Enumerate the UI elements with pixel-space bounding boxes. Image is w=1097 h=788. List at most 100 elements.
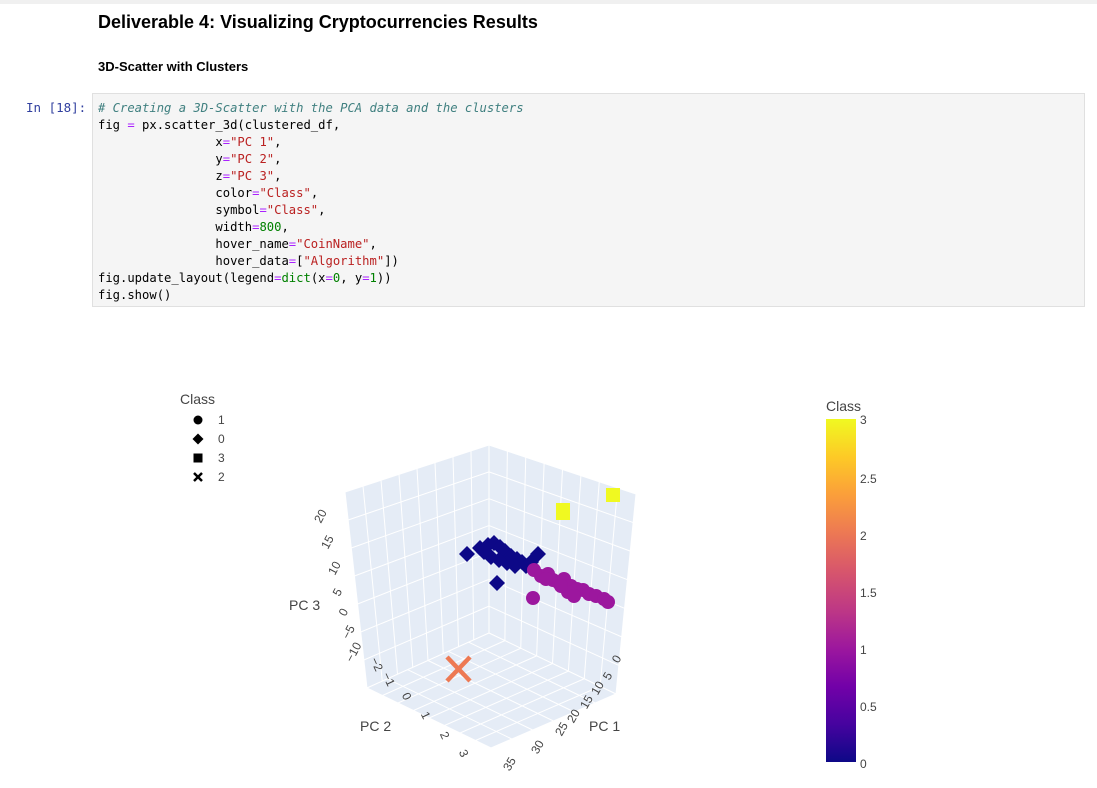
gridline <box>488 471 634 524</box>
code-token: 0 <box>332 271 341 285</box>
code-token: hover_name <box>215 237 289 251</box>
code-comment: # Creating a 3D-Scatter with the PCA dat… <box>98 101 524 115</box>
gridline <box>459 678 585 734</box>
gridline <box>398 474 414 668</box>
axis-tick-label: −5 <box>339 623 358 642</box>
x-icon <box>193 472 203 482</box>
code-cell[interactable]: # Creating a 3D-Scatter with the PCA dat… <box>92 93 1085 307</box>
gridline <box>583 481 600 679</box>
colorbar-tick-label: 0 <box>860 757 867 771</box>
legend-label: 0 <box>218 432 225 446</box>
gridline <box>428 663 553 719</box>
cell-prompt: In [18]: <box>26 100 87 115</box>
legend-item-1[interactable]: 1 <box>193 413 226 427</box>
scene-gridlines <box>347 450 634 741</box>
code-token: = <box>127 118 135 132</box>
legend-item-0[interactable]: 0 <box>192 432 226 446</box>
gridline <box>354 525 490 577</box>
class-3-marker[interactable] <box>606 488 620 502</box>
page-title: Deliverable 4: Visualizing Cryptocurrenc… <box>98 12 538 32</box>
gridline <box>362 486 383 682</box>
legend[interactable]: Class 1 0 3 2 <box>180 391 225 484</box>
code-token: "Algorithm" <box>303 254 385 268</box>
code-token: fig.update_layout(legend <box>98 271 275 285</box>
axis-tick-label: −1 <box>379 670 398 689</box>
code-token: y <box>215 152 223 166</box>
gridline <box>470 450 475 640</box>
axis-tick-label: 3 <box>456 747 472 759</box>
gridline <box>416 468 429 661</box>
legend-item-2[interactable]: 2 <box>193 470 225 484</box>
axis-tick-label: 10 <box>588 678 607 697</box>
class-0-marker[interactable] <box>459 546 475 562</box>
class-1-marker[interactable] <box>567 589 581 603</box>
code-token: x <box>215 135 223 149</box>
class-3-marker[interactable] <box>556 510 570 520</box>
class-1-marker[interactable] <box>601 595 615 609</box>
colorbar-tick-label: 2.5 <box>860 472 877 486</box>
legend-title: Class <box>180 391 215 407</box>
circle-icon <box>193 415 203 425</box>
gridline <box>360 578 490 633</box>
code-token: px.scatter_3d(clustered_df, <box>134 118 341 132</box>
square-icon <box>193 453 203 463</box>
gridline <box>434 462 444 654</box>
class-1-marker[interactable] <box>554 579 568 593</box>
code-token: , y <box>340 271 363 285</box>
class-0-marker[interactable] <box>476 544 492 560</box>
z-axis-title: PC 3 <box>289 597 320 613</box>
axis-tick-label: 20 <box>311 507 330 526</box>
section-subtitle: 3D-Scatter with Clusters <box>98 59 249 74</box>
code-token: 800 <box>259 220 282 234</box>
code-token: fig <box>98 118 128 132</box>
colorbar-title: Class <box>826 398 861 414</box>
axis-tick-label: 20 <box>564 706 583 725</box>
code-token: z <box>215 169 223 183</box>
gridline <box>452 456 459 647</box>
code-token: "Class" <box>266 203 319 217</box>
code-token: hover_data <box>215 254 289 268</box>
code-token: "PC 2" <box>230 152 275 166</box>
class-2-marker[interactable] <box>445 655 472 683</box>
gridline <box>382 640 506 696</box>
axis-tick-label: 10 <box>325 559 344 578</box>
gridline <box>488 498 631 552</box>
colorbar-tick-label: 2 <box>860 529 867 543</box>
legend-label: 2 <box>218 470 225 484</box>
gridline <box>520 457 527 649</box>
code-token: )) <box>376 271 392 285</box>
axis-tick-label: 25 <box>552 719 571 738</box>
code-token: color <box>215 186 253 200</box>
code-token: "PC 1" <box>230 135 275 149</box>
gridline <box>552 469 563 664</box>
legend-label: 1 <box>218 413 225 427</box>
gridline <box>488 525 628 581</box>
code-editor[interactable]: # Creating a 3D-Scatter with the PCA dat… <box>98 101 524 302</box>
axis-tick-label: 15 <box>577 692 596 711</box>
class-0-marker[interactable] <box>489 575 505 591</box>
legend-item-3[interactable]: 3 <box>193 451 226 465</box>
code-token: fig.show() <box>98 288 172 302</box>
axis-tick-label: 0 <box>336 606 352 619</box>
axis-tick-label: 15 <box>318 533 337 552</box>
axis-tick-label: 35 <box>500 754 519 773</box>
gridline <box>475 685 601 741</box>
code-token: 1 <box>369 271 377 285</box>
gridline <box>380 480 398 675</box>
code-token: "PC 3" <box>230 169 275 183</box>
colorbar: Class 3 2.5 2 1.5 1 0.5 0 <box>826 398 877 771</box>
axis-tick-label: 30 <box>528 737 547 756</box>
code-token: (x <box>310 271 326 285</box>
code-token: "Class" <box>259 186 311 200</box>
gridline <box>351 498 490 549</box>
code-token: width <box>215 220 253 234</box>
class-1-marker[interactable] <box>539 572 553 586</box>
class-1-marker[interactable] <box>526 591 540 605</box>
gridline <box>363 605 490 661</box>
axis-tick-label: 2 <box>437 729 453 741</box>
gridline <box>488 578 622 638</box>
colorbar-tick-label: 0.5 <box>860 700 877 714</box>
gridline <box>347 471 490 521</box>
legend-label: 3 <box>218 451 225 465</box>
